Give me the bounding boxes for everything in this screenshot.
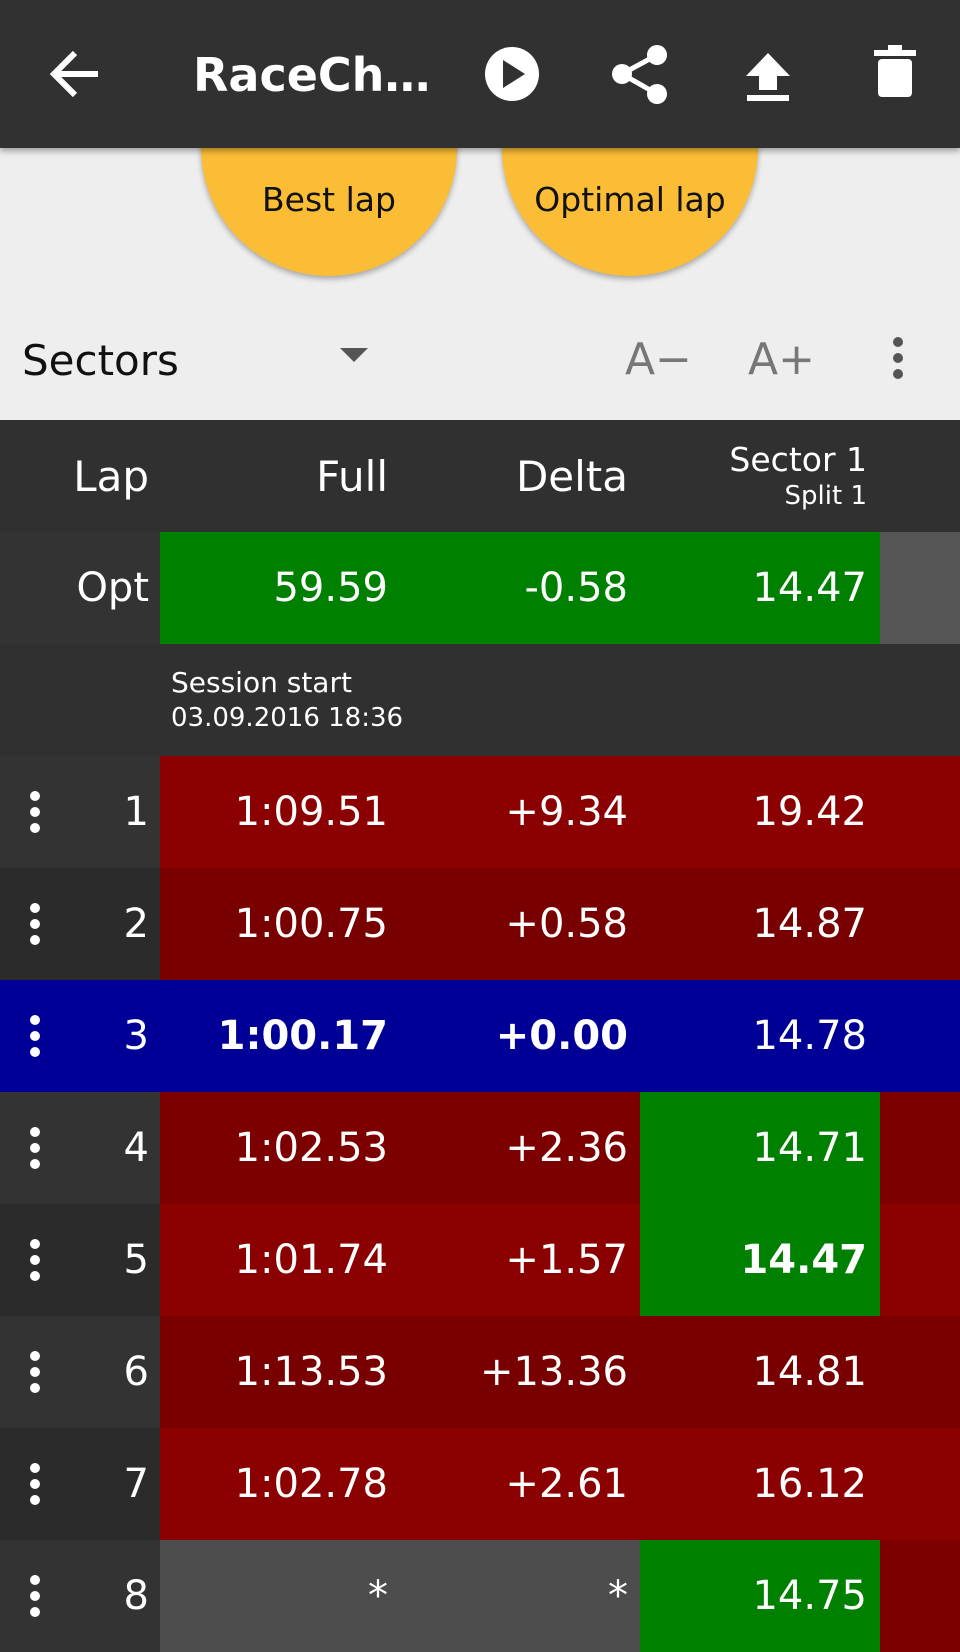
header-cell: Full [160, 420, 400, 532]
button-label[interactable]: Best lap [262, 180, 396, 219]
filler [880, 980, 960, 1092]
row-menu[interactable] [28, 1462, 42, 1506]
row-menu[interactable] [28, 902, 42, 946]
filler [880, 1204, 960, 1316]
session-time: 03.09.2016 18:36 [171, 703, 404, 733]
full-time: 1:13.53 [160, 1316, 400, 1428]
header-cell: Delta [400, 420, 640, 532]
delta: +2.61 [400, 1428, 640, 1540]
full-time: * [160, 1540, 400, 1652]
delta: +0.58 [400, 868, 640, 980]
row-menu[interactable] [28, 1126, 42, 1170]
delta: * [400, 1540, 640, 1652]
lap-number: 6 [0, 1316, 160, 1428]
delta: +9.34 [400, 756, 640, 868]
header-cell: Sector 1 [640, 420, 880, 532]
control-area [0, 148, 960, 420]
lap-number: 1 [0, 756, 160, 868]
filler [880, 532, 960, 644]
delta: +0.00 [400, 980, 640, 1092]
delta: +1.57 [400, 1204, 640, 1316]
sector-time: 14.78 [640, 980, 880, 1092]
delta: +2.36 [400, 1092, 640, 1204]
header-cell: Lap [0, 420, 160, 532]
sector-time: 19.42 [640, 756, 880, 868]
full-time: 1:01.74 [160, 1204, 400, 1316]
row-menu[interactable] [28, 1350, 42, 1394]
sector-time: 16.12 [640, 1428, 880, 1540]
session-label: Session start [171, 665, 352, 699]
lap-number: 3 [0, 980, 160, 1092]
dropdown-arrow[interactable] [340, 348, 370, 364]
sector-time: 14.87 [640, 868, 880, 980]
full-time: 1:02.53 [160, 1092, 400, 1204]
lap-number: 5 [0, 1204, 160, 1316]
filler [880, 1092, 960, 1204]
toolbar-icons [49, 45, 916, 104]
view-selector[interactable]: Sectors [22, 336, 179, 385]
toolbar-title: RaceCh… [193, 48, 431, 102]
toolbar [0, 0, 960, 148]
font-larger-button[interactable]: A+ [748, 334, 815, 385]
filler [880, 1316, 960, 1428]
lap-number: 4 [0, 1092, 160, 1204]
upload-button[interactable] [746, 53, 790, 101]
row-menu[interactable] [28, 790, 42, 834]
full-time: 1:09.51 [160, 756, 400, 868]
play-button[interactable] [485, 47, 539, 101]
delete-button[interactable] [874, 45, 916, 97]
filler [880, 1540, 960, 1652]
font-smaller-button[interactable]: A− [625, 334, 692, 385]
header-subtitle: Split 1 [784, 481, 867, 511]
lap-number: 8 [0, 1540, 160, 1652]
row-menu[interactable] [28, 1574, 42, 1618]
button-label[interactable]: Optimal lap [534, 180, 726, 219]
filler [880, 868, 960, 980]
full-time: 1:02.78 [160, 1428, 400, 1540]
filler [880, 1428, 960, 1540]
share-button[interactable] [612, 45, 667, 104]
sector-time: 14.75 [640, 1540, 880, 1652]
more-button[interactable] [888, 336, 908, 386]
row-menu[interactable] [28, 1238, 42, 1282]
sector-time: 14.47 [640, 1204, 880, 1316]
lap-number: 7 [0, 1428, 160, 1540]
filler [880, 756, 960, 868]
back-button[interactable] [49, 50, 98, 98]
sector-time: 14.71 [640, 1092, 880, 1204]
full-time: 1:00.17 [160, 980, 400, 1092]
delta: +13.36 [400, 1316, 640, 1428]
sector-time: 14.81 [640, 1316, 880, 1428]
lap-label: Opt [0, 532, 160, 644]
sector-time: 14.47 [640, 532, 880, 644]
full-time: 1:00.75 [160, 868, 400, 980]
full-time: 59.59 [160, 532, 400, 644]
row-menu[interactable] [28, 1014, 42, 1058]
lap-number: 2 [0, 868, 160, 980]
delta: -0.58 [400, 532, 640, 644]
